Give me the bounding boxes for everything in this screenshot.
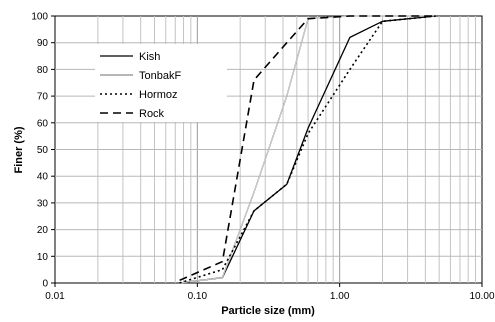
legend-label: TonbakF bbox=[139, 70, 181, 82]
legend-box bbox=[95, 44, 227, 122]
y-tick-label: 60 bbox=[37, 118, 49, 129]
legend: Kish TonbakF Hormoz Rock bbox=[95, 44, 227, 122]
y-tick-label: 0 bbox=[42, 279, 48, 290]
y-tick-label: 90 bbox=[37, 38, 49, 49]
y-tick-label: 30 bbox=[37, 198, 49, 209]
tick-labels: 0 10 20 30 40 50 60 70 80 90 100 0.01 0.10 1.00 10.00 bbox=[31, 12, 495, 303]
x-axis-title: Particle size (mm) bbox=[221, 305, 315, 317]
series-lines bbox=[179, 15, 437, 284]
x-tick-label: 0.10 bbox=[188, 291, 208, 302]
x-tick-label: 10.00 bbox=[469, 291, 494, 302]
y-tick-label: 40 bbox=[37, 172, 49, 183]
y-tick-label: 100 bbox=[31, 12, 48, 23]
y-tick-label: 10 bbox=[37, 252, 49, 263]
series-line-rock bbox=[179, 15, 436, 282]
x-tick-label: 1.00 bbox=[330, 291, 350, 302]
y-tick-label: 50 bbox=[37, 145, 49, 156]
y-tick-label: 20 bbox=[37, 225, 49, 236]
x-tick-label: 0.01 bbox=[45, 291, 65, 302]
legend-label: Kish bbox=[139, 51, 160, 63]
legend-label: Hormoz bbox=[139, 89, 178, 101]
series-line-hormoz bbox=[179, 15, 437, 284]
legend-label: Rock bbox=[139, 108, 165, 120]
y-tick-label: 70 bbox=[37, 92, 49, 103]
y-axis-title: Finer (%) bbox=[13, 126, 25, 173]
series-line-kish bbox=[179, 15, 437, 284]
y-tick-label: 80 bbox=[37, 65, 49, 76]
